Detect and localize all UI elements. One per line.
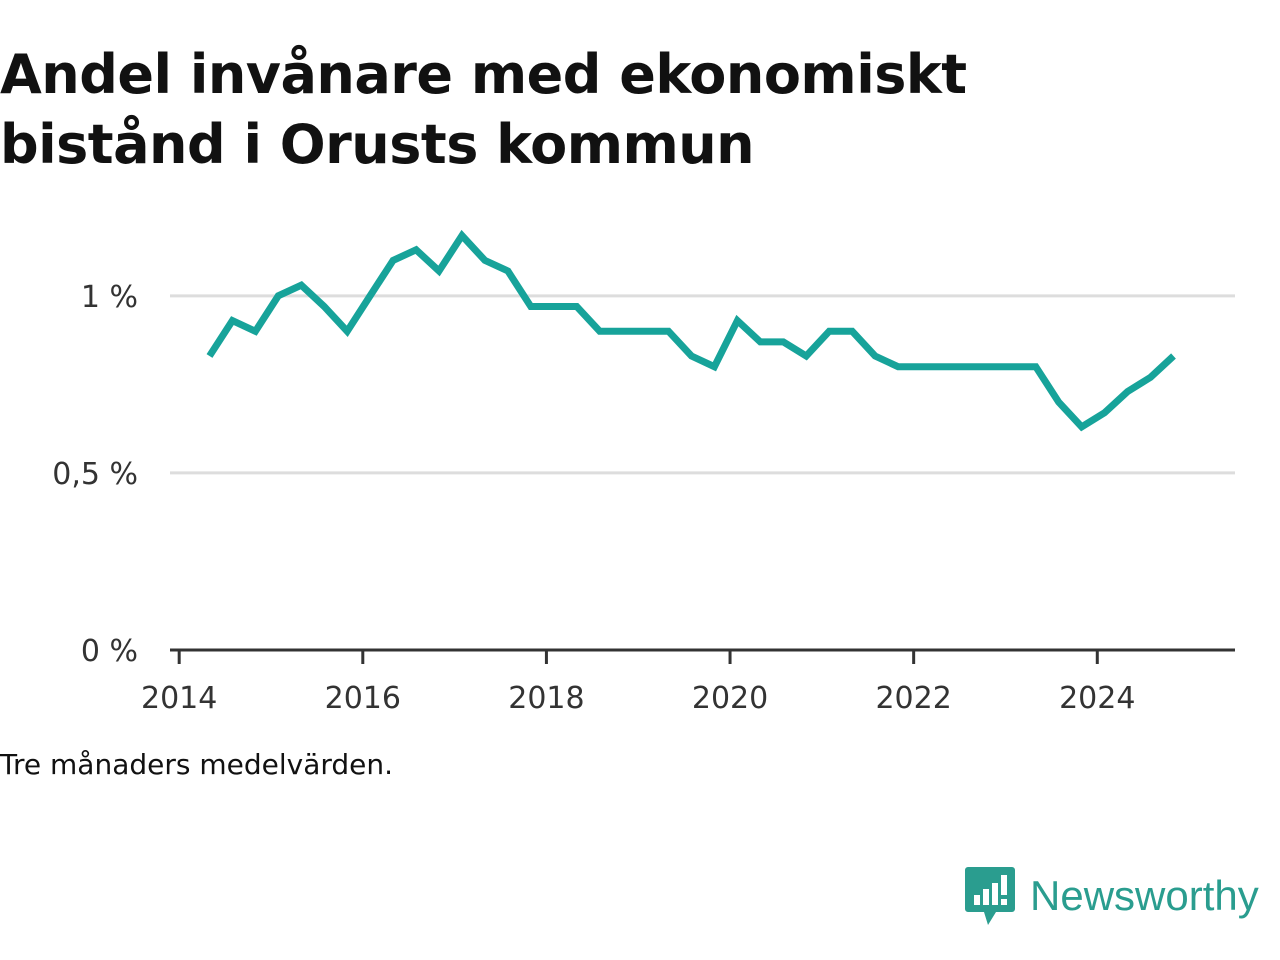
series-layer	[206, 229, 1176, 432]
y-tick-label: 0 %	[81, 634, 138, 669]
x-tick-label: 2018	[508, 681, 584, 716]
x-tick-label: 2016	[325, 681, 401, 716]
y-tick-label: 0,5 %	[52, 457, 138, 492]
newsworthy-logo-icon	[965, 867, 1015, 925]
x-tick-label: 2020	[692, 681, 768, 716]
gridlines	[170, 294, 1235, 475]
x-axis: 2014 2016 2018 2020 2022 2024	[141, 648, 1235, 716]
brand-name: Newsworthy	[1030, 872, 1259, 919]
line-chart: 2014 2016 2018 2020 2022 2024 0 % 0,5 % 1 %	[52, 229, 1235, 716]
brand-logo[interactable]: Newsworthy	[964, 864, 1259, 928]
x-tick-label: 2024	[1059, 681, 1135, 716]
x-tick-label: 2022	[875, 681, 951, 716]
x-tick-label: 2014	[141, 681, 217, 716]
series-line	[206, 229, 1176, 432]
chart-footnote: Tre månaders medelvärden.	[0, 748, 394, 781]
y-axis-labels: 0 % 0,5 % 1 %	[52, 280, 138, 669]
chart-title: Andel invånare med ekonomiskt bistånd i …	[0, 43, 967, 176]
y-tick-label: 1 %	[81, 280, 138, 315]
